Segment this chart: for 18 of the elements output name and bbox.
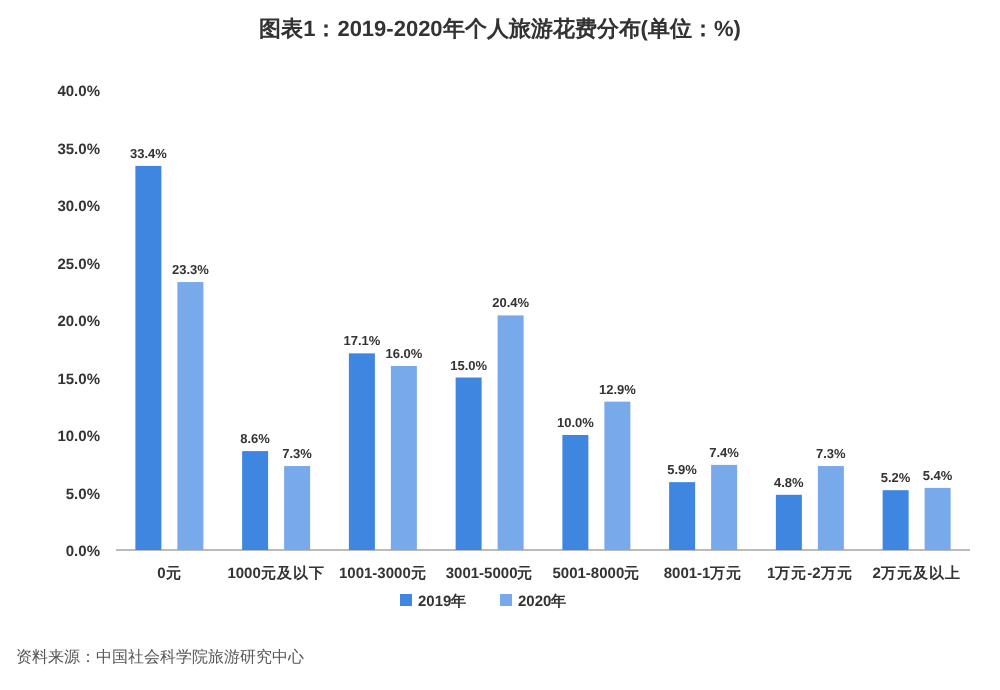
bar	[924, 487, 951, 550]
bar	[711, 464, 738, 550]
bar	[882, 490, 909, 550]
bar	[135, 165, 162, 550]
bar	[669, 482, 696, 550]
bar	[348, 353, 375, 550]
bar	[562, 435, 589, 550]
bar	[775, 494, 802, 550]
bar	[455, 377, 482, 550]
text: 资料来源：中国社会科学院旅游研究中心	[16, 648, 304, 666]
chart-title: 图表1：2019-2020年个人旅游花费分布(单位：%)	[259, 16, 742, 42]
bar	[177, 282, 204, 550]
bar	[604, 401, 631, 550]
bar	[284, 466, 311, 550]
bar	[497, 315, 524, 550]
bar	[817, 466, 844, 550]
bar	[390, 366, 417, 550]
bar	[242, 451, 269, 550]
